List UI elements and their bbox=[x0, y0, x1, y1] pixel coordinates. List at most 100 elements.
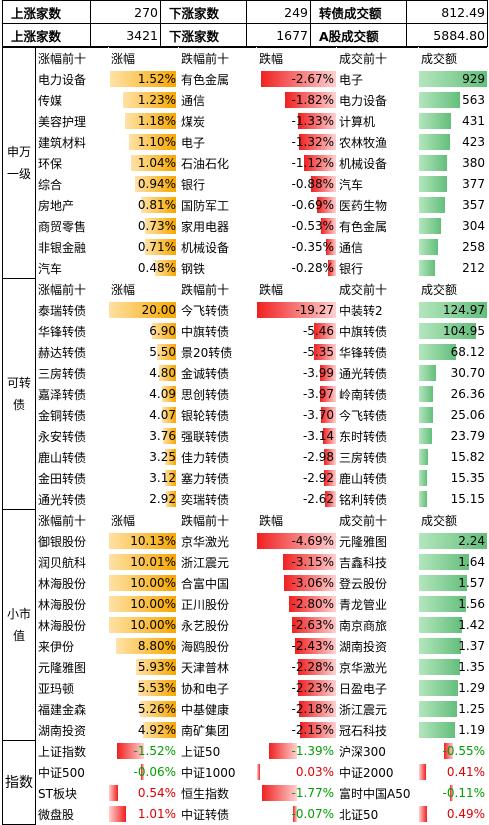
table-row: 金田转债 3.12 塞力转债 -2.92 鹿山转债 15.35 bbox=[3, 467, 488, 489]
volume-name: 铭利转债 bbox=[336, 488, 419, 510]
gainer-name: 御银股份 bbox=[35, 530, 109, 552]
value-text: -3.97 bbox=[302, 387, 334, 401]
value-bar bbox=[109, 575, 176, 591]
index-name: 北证50 bbox=[336, 803, 419, 825]
table-row: 鹿山转债 3.25 佳力转债 -2.98 三房转债 15.82 bbox=[3, 446, 488, 468]
value-bar bbox=[282, 554, 336, 570]
loser-name-text: 强联转债 bbox=[181, 429, 230, 444]
loser-name: 正川股份 bbox=[178, 593, 257, 615]
loser-name-text: 国防军工 bbox=[181, 198, 230, 213]
gainer-name: 湖南投资 bbox=[35, 719, 109, 741]
gainer-name-text: 润贝航科 bbox=[38, 555, 87, 570]
volume-amount: 929 bbox=[418, 68, 488, 90]
index-name: 恒生指数 bbox=[178, 782, 257, 804]
volume-name: 机械设备 bbox=[336, 152, 419, 174]
value-text: 15.35 bbox=[450, 471, 485, 485]
value-text: 1.52% bbox=[137, 72, 176, 86]
loser-pct: -0.88% bbox=[256, 173, 337, 195]
loser-name: 机械设备 bbox=[178, 236, 257, 258]
volume-name-text: 电力设备 bbox=[339, 93, 388, 108]
loser-pct: -2.62 bbox=[256, 488, 337, 510]
volume-name: 汽车 bbox=[336, 173, 419, 195]
index-row: 微盘股 1.01% 中证转债 -0.07% 北证50 0.49% bbox=[3, 803, 488, 825]
down-count-label: 下涨家数 bbox=[160, 0, 247, 24]
loser-name-text: 机械设备 bbox=[181, 240, 230, 255]
value-text: 258 bbox=[462, 240, 485, 254]
loser-pct: -2.28% bbox=[256, 656, 337, 678]
value-bar bbox=[257, 533, 336, 549]
value-text: 1.10% bbox=[137, 135, 176, 149]
gainer-pct: 10.00% bbox=[108, 593, 179, 615]
up-count-label: 上涨家数 bbox=[2, 0, 91, 24]
value-bar bbox=[419, 470, 428, 486]
gainer-pct: 5.26% bbox=[108, 698, 179, 720]
index-name-text: 上证50 bbox=[181, 744, 221, 759]
value-bar bbox=[323, 449, 336, 465]
value-bar bbox=[324, 470, 336, 486]
value-bar bbox=[419, 449, 428, 465]
gainer-pct: 1.23% bbox=[108, 89, 179, 111]
volume-name-text: 电子 bbox=[339, 72, 364, 87]
volume-name-text: 农林牧渔 bbox=[339, 135, 388, 150]
value-text: 5.26% bbox=[137, 702, 176, 716]
column-header: 成交前十 bbox=[336, 509, 419, 531]
value-text: 10.13% bbox=[130, 534, 176, 548]
gainer-name-text: 环保 bbox=[38, 156, 63, 171]
table-row: 泰瑞转债 20.00 今飞转债 -19.27 中装转2 124.97 bbox=[3, 299, 488, 321]
value-text: 15.82 bbox=[450, 450, 485, 464]
gainer-name-text: 汽车 bbox=[38, 261, 63, 276]
volume-amount: 258 bbox=[418, 236, 488, 258]
value-text: -2.62 bbox=[302, 492, 334, 506]
change-bar bbox=[419, 806, 428, 822]
volume-name-text: 中旗转债 bbox=[339, 324, 388, 339]
loser-pct: -1.33% bbox=[256, 110, 337, 132]
up-count-label: 上涨家数 bbox=[2, 23, 91, 47]
loser-name: 通信 bbox=[178, 89, 257, 111]
volume-amount: 431 bbox=[418, 110, 488, 132]
index-name-text: 北证50 bbox=[339, 807, 379, 822]
volume-name: 元隆雅图 bbox=[336, 530, 419, 552]
volume-name-text: 三房转债 bbox=[339, 450, 388, 465]
value-bar bbox=[419, 428, 432, 444]
index-change: -0.55% bbox=[418, 740, 488, 762]
change-bar bbox=[140, 764, 144, 780]
value-text: 124.97 bbox=[443, 303, 485, 317]
loser-name: 京华激光 bbox=[178, 530, 257, 552]
value-text: -1.32% bbox=[291, 135, 334, 149]
loser-name: 思创转债 bbox=[178, 383, 257, 405]
table-row: 御银股份 10.13% 京华激光 -4.69% 元隆雅图 2.24 bbox=[3, 530, 488, 552]
index-name: 中证2000 bbox=[336, 761, 419, 783]
loser-pct: -1.12% bbox=[256, 152, 337, 174]
gainer-name: 美容护理 bbox=[35, 110, 109, 132]
value-text: 6.90 bbox=[149, 324, 176, 338]
ranking-table: 申万一级 涨幅前十 涨幅 跌幅前十 跌幅 成交前十 成交额 电力设备 1.52% 有色金属 -2.6… bbox=[2, 47, 488, 825]
volume-name: 华锋转债 bbox=[336, 341, 419, 363]
value-text: 1.35 bbox=[458, 660, 485, 674]
volume-name: 登云股份 bbox=[336, 572, 419, 594]
loser-pct: -3.99 bbox=[256, 362, 337, 384]
value-bar bbox=[419, 491, 428, 507]
loser-pct: -2.67% bbox=[256, 68, 337, 90]
section-label: 申万一级 bbox=[2, 47, 36, 279]
gainer-pct: 20.00 bbox=[108, 299, 179, 321]
volume-amount: 563 bbox=[418, 89, 488, 111]
gainer-pct: 2.92 bbox=[108, 488, 179, 510]
value-bar bbox=[125, 113, 176, 129]
value-text: -3.99 bbox=[302, 366, 334, 380]
value-bar bbox=[419, 71, 487, 87]
volume-amount: 1.19 bbox=[418, 719, 488, 741]
value-text: 23.79 bbox=[450, 429, 485, 443]
volume-name-text: 南京商旅 bbox=[339, 618, 388, 633]
loser-name-text: 石油石化 bbox=[181, 156, 230, 171]
loser-pct: -3.97 bbox=[256, 383, 337, 405]
gainer-name: 嘉泽转债 bbox=[35, 383, 109, 405]
loser-name: 南矿集团 bbox=[178, 719, 257, 741]
loser-name-text: 浙江震元 bbox=[181, 555, 230, 570]
loser-name: 银轮转债 bbox=[178, 404, 257, 426]
value-text: -0.28% bbox=[291, 261, 334, 275]
value-bar bbox=[419, 134, 450, 150]
value-text: 357 bbox=[462, 198, 485, 212]
value-text: 20.00 bbox=[141, 303, 176, 317]
gainer-name: 元隆雅图 bbox=[35, 656, 109, 678]
